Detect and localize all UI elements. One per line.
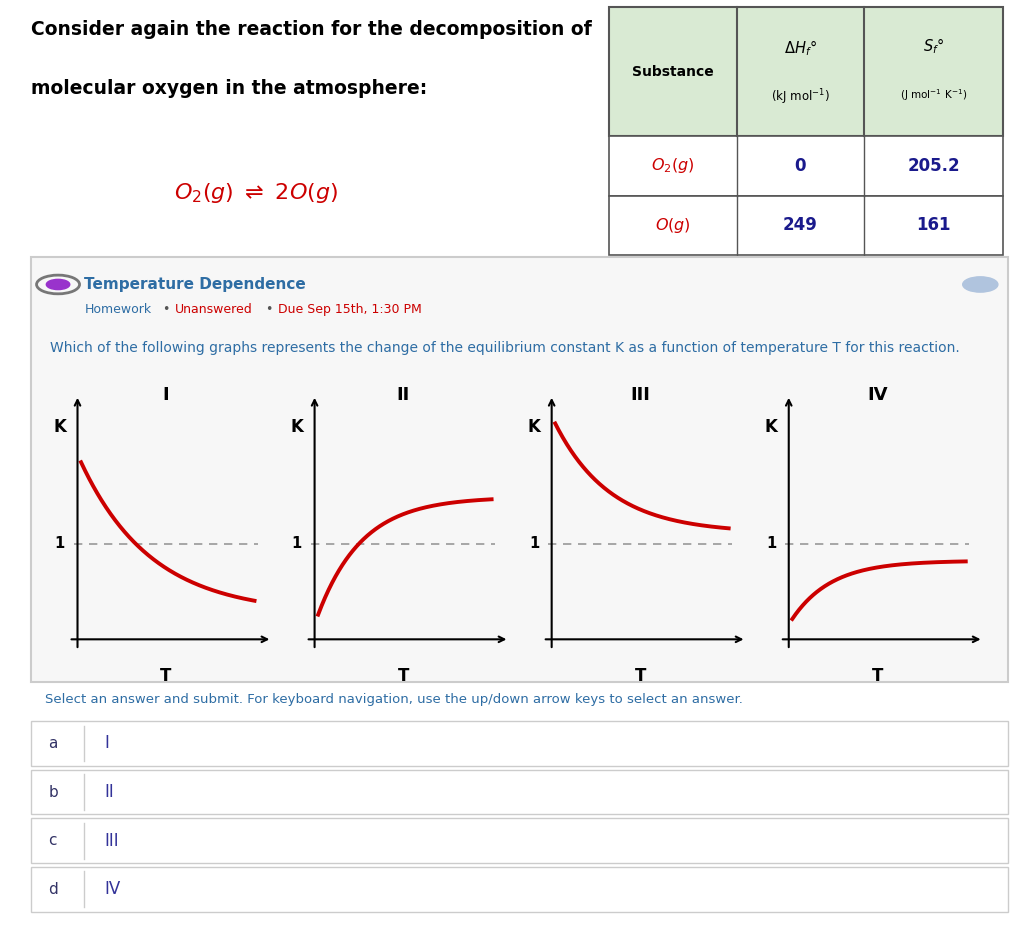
Text: $O_2(g)$: $O_2(g)$ xyxy=(651,156,695,176)
Text: 249: 249 xyxy=(783,217,818,234)
Text: Consider again the reaction for the decomposition of: Consider again the reaction for the deco… xyxy=(31,20,591,39)
Text: a: a xyxy=(48,736,57,751)
Text: K: K xyxy=(528,417,540,436)
Text: III: III xyxy=(630,386,650,404)
Text: 161: 161 xyxy=(917,217,950,234)
Text: K: K xyxy=(53,417,66,436)
Text: d: d xyxy=(48,882,58,897)
FancyBboxPatch shape xyxy=(31,257,1008,682)
FancyBboxPatch shape xyxy=(609,7,1003,136)
Text: I: I xyxy=(104,734,108,753)
Text: (kJ mol$^{-1}$): (kJ mol$^{-1}$) xyxy=(771,88,830,107)
Circle shape xyxy=(963,276,997,292)
Text: Unanswered: Unanswered xyxy=(175,304,253,317)
Text: T: T xyxy=(397,667,409,685)
Text: 1: 1 xyxy=(54,536,64,551)
Text: 1: 1 xyxy=(766,536,776,551)
Text: Which of the following graphs represents the change of the equilibrium constant : Which of the following graphs represents… xyxy=(50,341,960,355)
Text: •: • xyxy=(163,304,170,317)
Text: Temperature Dependence: Temperature Dependence xyxy=(85,277,306,292)
Text: II: II xyxy=(104,783,114,801)
Text: I: I xyxy=(163,386,170,404)
Text: II: II xyxy=(397,386,410,404)
Text: 1: 1 xyxy=(529,536,539,551)
Text: molecular oxygen in the atmosphere:: molecular oxygen in the atmosphere: xyxy=(31,79,427,98)
Text: Homework: Homework xyxy=(85,304,151,317)
Text: c: c xyxy=(48,833,56,848)
FancyBboxPatch shape xyxy=(609,195,1003,255)
Text: 0: 0 xyxy=(795,157,806,175)
Text: T: T xyxy=(872,667,883,685)
Text: T: T xyxy=(161,667,172,685)
FancyBboxPatch shape xyxy=(31,770,1008,814)
Text: b: b xyxy=(48,785,58,800)
FancyBboxPatch shape xyxy=(31,867,1008,912)
Text: Select an answer and submit. For keyboard navigation, use the up/down arrow keys: Select an answer and submit. For keyboar… xyxy=(45,693,744,706)
Text: Substance: Substance xyxy=(632,64,713,78)
Text: (J mol$^{-1}$ K$^{-1}$): (J mol$^{-1}$ K$^{-1}$) xyxy=(900,87,967,103)
Text: K: K xyxy=(291,417,304,436)
Text: III: III xyxy=(104,831,119,850)
Text: $O_2(g)$ $\rightleftharpoons$ $2O(g)$: $O_2(g)$ $\rightleftharpoons$ $2O(g)$ xyxy=(174,181,338,205)
Text: K: K xyxy=(764,417,777,436)
Text: T: T xyxy=(634,667,646,685)
FancyBboxPatch shape xyxy=(31,818,1008,863)
FancyBboxPatch shape xyxy=(31,721,1008,766)
Text: Due Sep 15th, 1:30 PM: Due Sep 15th, 1:30 PM xyxy=(278,304,421,317)
Text: $O(g)$: $O(g)$ xyxy=(655,216,691,234)
Text: $S_f°$: $S_f°$ xyxy=(923,36,944,56)
Text: IV: IV xyxy=(104,880,121,899)
Text: 205.2: 205.2 xyxy=(907,157,960,175)
FancyBboxPatch shape xyxy=(609,136,1003,195)
Text: IV: IV xyxy=(868,386,888,404)
Circle shape xyxy=(46,279,70,290)
Text: $\Delta H_f°$: $\Delta H_f°$ xyxy=(784,38,817,59)
Text: •: • xyxy=(265,304,272,317)
Text: 1: 1 xyxy=(292,536,302,551)
